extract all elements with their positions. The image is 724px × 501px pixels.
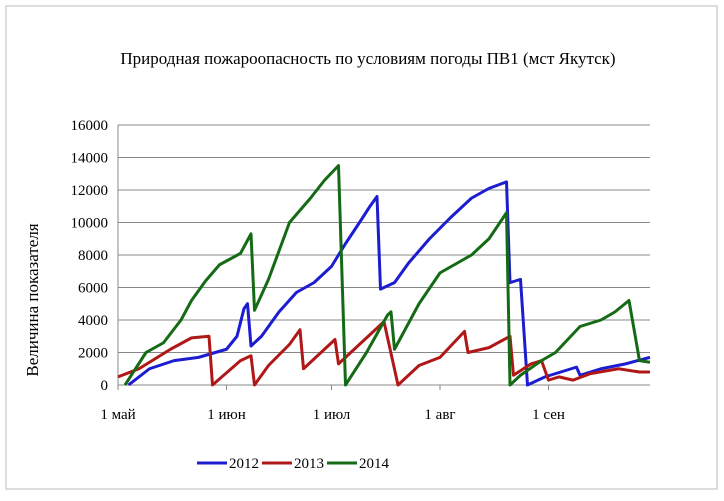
x-tick-label: 1 сен (532, 407, 565, 423)
chart-title: Природная пожароопасность по условиям по… (120, 49, 615, 68)
y-tick-label: 12000 (71, 183, 109, 199)
legend-label: 2012 (229, 456, 259, 472)
chart-frame (5, 5, 718, 490)
y-tick-label: 14000 (71, 151, 109, 167)
y-tick-label: 8000 (78, 248, 108, 264)
legend-label: 2013 (294, 456, 324, 472)
y-axis-label: Величина показателя (23, 223, 42, 376)
y-tick-label: 0 (101, 378, 109, 394)
y-tick-label: 2000 (78, 346, 108, 362)
x-tick-label: 1 авг (424, 407, 455, 423)
y-tick-label: 16000 (71, 118, 109, 134)
x-tick-label: 1 июл (313, 407, 351, 423)
series-line (123, 164, 651, 387)
y-tick-label: 6000 (78, 281, 108, 297)
y-tick-label: 10000 (71, 216, 109, 232)
y-tick-label: 4000 (78, 313, 108, 329)
x-tick-label: 1 май (100, 407, 135, 423)
x-tick-label: 1 июн (207, 407, 246, 423)
legend-label: 2014 (359, 456, 390, 472)
